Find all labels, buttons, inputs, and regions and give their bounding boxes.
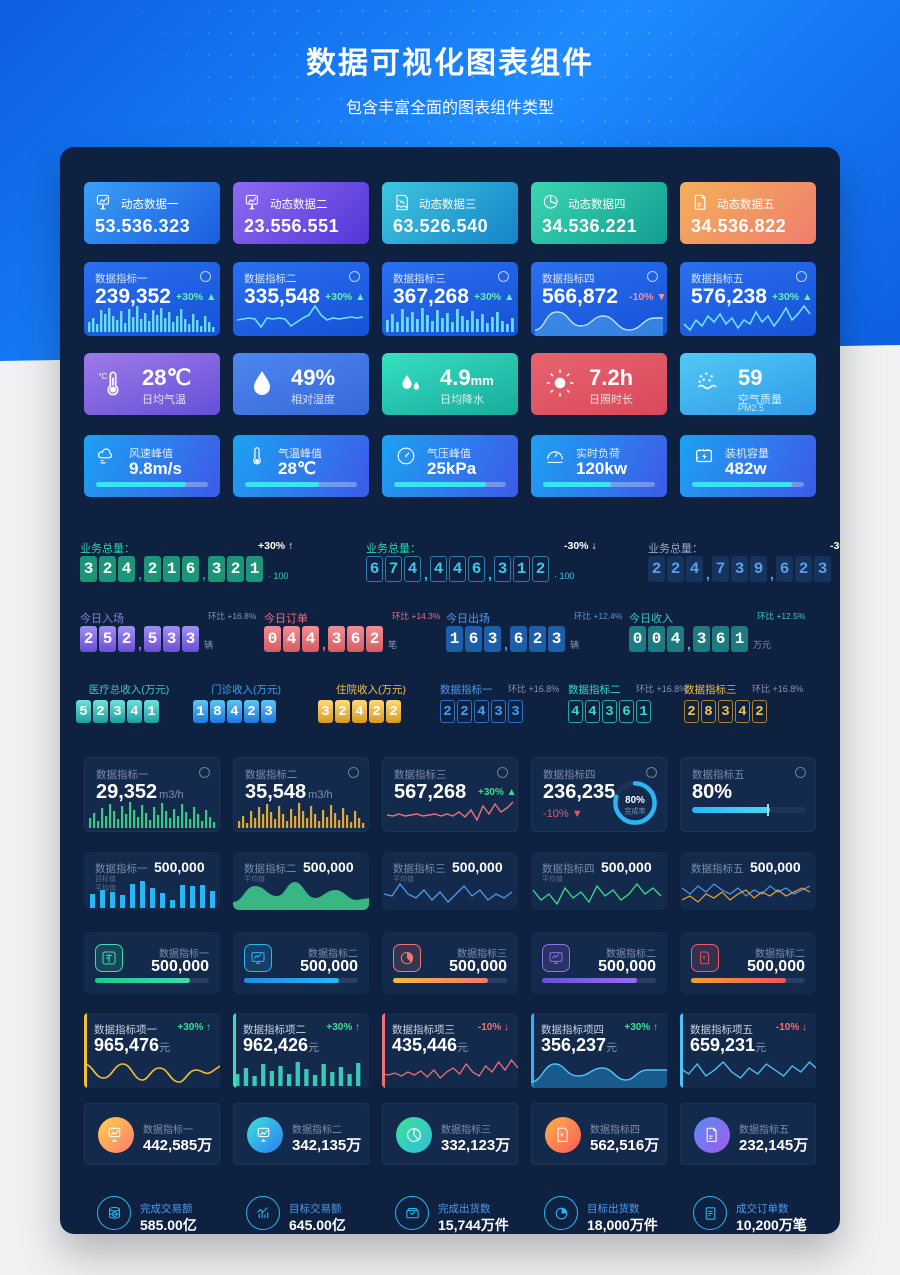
svg-text:¥: ¥ [703,956,706,962]
svg-text:¥: ¥ [560,1133,564,1139]
svg-text:完成率: 完成率 [624,807,645,816]
svg-text:80%: 80% [625,795,645,806]
svg-text:°C: °C [98,372,107,381]
